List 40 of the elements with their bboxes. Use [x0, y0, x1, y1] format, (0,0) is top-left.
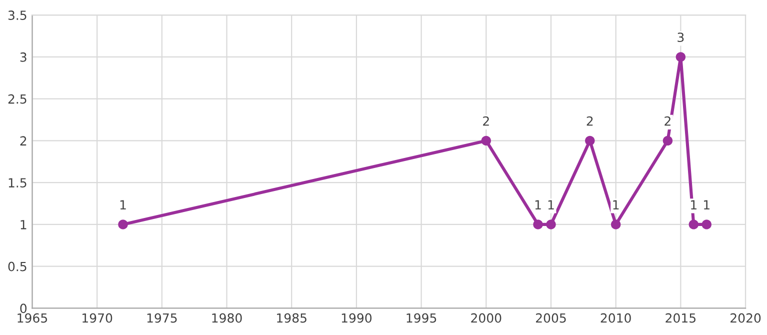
y-tick-label: 1.5 — [8, 178, 26, 188]
y-tick-label: 2 — [20, 136, 26, 146]
data-label: 1 — [704, 200, 710, 210]
point — [533, 220, 543, 230]
point — [546, 220, 556, 230]
data-label: 2 — [664, 116, 670, 126]
x-tick-label: 1970 — [82, 313, 112, 323]
point — [585, 136, 595, 146]
x-tick-label: 1995 — [406, 313, 436, 323]
x-tick-label: 1990 — [342, 313, 372, 323]
point — [688, 220, 699, 230]
x-tick-label: 2000 — [471, 313, 502, 323]
y-tick-label: 0.5 — [8, 262, 26, 272]
x-tick-label: 1965 — [18, 313, 48, 323]
y-tick-label: 3.5 — [8, 10, 26, 20]
y-tick-label: 0 — [20, 304, 27, 314]
data-label: 2 — [586, 116, 593, 126]
x-tick-label: 1975 — [147, 313, 177, 323]
data-label: 3 — [678, 32, 684, 42]
point — [662, 136, 673, 146]
data-label: 1 — [548, 200, 554, 210]
point — [610, 220, 621, 230]
y-tick-label: 2.5 — [8, 94, 26, 104]
x-tick-label: 2015 — [666, 313, 696, 323]
data-label: 1 — [535, 200, 541, 210]
point — [676, 52, 686, 62]
data-label: 1 — [120, 200, 126, 210]
y-tick-label: 3 — [20, 52, 26, 62]
data-label: 2 — [483, 116, 489, 126]
y-tick-label: 1 — [20, 220, 26, 230]
point — [702, 220, 712, 230]
x-tick-label: 1980 — [212, 313, 242, 323]
x-tick-label: 2020 — [730, 313, 761, 323]
x-tick-label: 1985 — [277, 313, 306, 323]
data-label: 1 — [691, 200, 696, 210]
point — [118, 220, 128, 230]
x-tick-label: 2005 — [536, 313, 566, 323]
data-label: 1 — [613, 200, 619, 210]
point — [481, 136, 491, 146]
x-tick-label: 2010 — [600, 313, 631, 323]
